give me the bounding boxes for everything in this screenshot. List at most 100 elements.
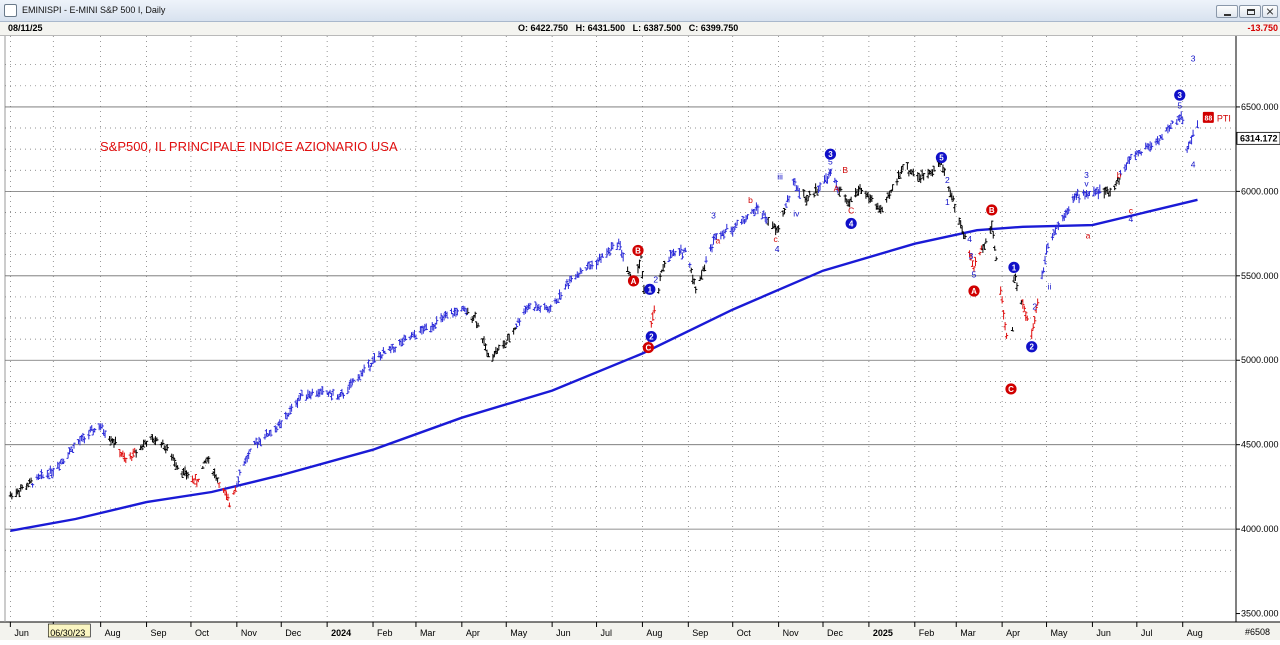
open-value: 6422.750 — [530, 23, 569, 33]
bottom-right-box: #6508 — [1237, 624, 1279, 638]
price-bar — [1013, 273, 1018, 281]
price-bar — [59, 460, 63, 465]
price-bar — [534, 301, 538, 309]
wave-marker-circle — [645, 330, 657, 343]
price-bar — [409, 332, 414, 338]
price-bar — [1025, 315, 1029, 322]
price-bar — [911, 168, 915, 177]
plot-area[interactable]: 3500.000 4000.000 4500.000 5000.000 5500.000… — [0, 36, 1280, 640]
price-bar — [901, 164, 905, 171]
price-bar — [421, 327, 425, 334]
price-bar — [849, 196, 853, 203]
wave-marker: A — [968, 285, 980, 297]
maximize-button[interactable] — [1239, 5, 1261, 18]
price-bar — [805, 194, 809, 206]
price-bar — [233, 485, 237, 492]
price-bar — [1087, 190, 1092, 197]
price-bar — [1170, 120, 1174, 125]
wave-label: a — [716, 236, 721, 246]
price-bar — [714, 233, 719, 240]
price-bar — [201, 466, 205, 469]
maximize-icon — [1247, 9, 1255, 15]
price-chart[interactable]: 3500.000 4000.000 4500.000 5000.000 5500.000… — [0, 36, 1280, 640]
price-bar — [1036, 298, 1040, 306]
price-bar — [273, 425, 277, 433]
price-bar — [140, 444, 144, 451]
wave-marker-label: 1 — [1012, 263, 1017, 272]
wave-marker: 5 — [935, 151, 948, 164]
price-bar — [756, 204, 760, 215]
price-bar — [898, 172, 902, 180]
wave-label: 4 — [1129, 214, 1134, 224]
price-bar — [680, 252, 684, 260]
price-bar — [627, 271, 631, 276]
price-bar — [248, 448, 252, 453]
price-bar — [1033, 316, 1037, 325]
wave-marker-circle — [935, 151, 948, 164]
price-bar — [815, 188, 819, 196]
time-tick-label: Jun — [14, 628, 29, 638]
price-bar — [700, 270, 704, 280]
price-bar — [1052, 229, 1056, 237]
wave-label: 5 — [972, 269, 977, 279]
price-bar — [702, 264, 707, 272]
wave-marker: 3 — [824, 148, 837, 160]
price-bar — [350, 378, 354, 386]
price-bar — [683, 247, 687, 253]
price-bar — [649, 321, 653, 328]
price-bar — [802, 189, 806, 197]
price-bar — [1129, 153, 1133, 160]
price-bar — [362, 364, 366, 373]
wave-marker: C — [1005, 383, 1017, 395]
price-bar — [82, 436, 86, 444]
price-bar — [652, 305, 656, 314]
time-tick-label: Dec — [285, 628, 302, 638]
price-bar — [590, 260, 594, 270]
price-bar — [215, 477, 220, 483]
chart-app-icon — [4, 4, 17, 17]
wave-marker-circle — [627, 275, 640, 287]
time-tick-label: Aug — [1187, 628, 1203, 638]
price-bar — [329, 393, 334, 401]
price-bar — [640, 271, 645, 279]
price-bar — [491, 353, 495, 362]
minimize-button[interactable] — [1216, 5, 1238, 18]
price-bar — [366, 359, 371, 368]
price-bar — [517, 318, 522, 326]
time-tick-label: Apr — [466, 628, 480, 638]
price-bar — [1002, 310, 1006, 320]
price-bar — [947, 186, 951, 192]
time-tick-label: 06/30/23 — [50, 628, 85, 638]
price-bar — [257, 436, 261, 445]
price-bar — [668, 249, 673, 259]
price-bar — [615, 242, 619, 251]
price-bar — [766, 217, 770, 226]
title-bar[interactable]: EMINISPI - E-MINI S&P 500 I, Daily — [0, 0, 1280, 22]
price-bar — [816, 185, 821, 194]
price-bar — [1114, 180, 1118, 187]
wave-marker: B — [632, 244, 644, 257]
price-bar — [978, 251, 982, 256]
time-tick-label: Sep — [151, 628, 167, 638]
close-button[interactable] — [1262, 5, 1278, 18]
price-bar — [972, 265, 976, 272]
price-bar — [503, 341, 507, 349]
wave-label: 4 — [775, 244, 780, 254]
price-bar — [1175, 119, 1179, 126]
price-bar — [942, 168, 946, 176]
price-bar — [50, 468, 54, 479]
price-tick-label: 6000.000 — [1241, 186, 1279, 196]
price-bar — [288, 405, 292, 415]
price-bar — [349, 378, 353, 389]
price-bar — [1071, 196, 1075, 204]
price-bar — [793, 178, 797, 187]
wave-marker: 2 — [1026, 341, 1038, 353]
current-date: 08/11/25 — [8, 23, 43, 33]
price-bar — [232, 490, 236, 495]
price-bar — [982, 243, 986, 250]
price-bar — [207, 456, 211, 464]
time-tick-label: Jun — [1096, 628, 1111, 638]
wave-label: 5 — [828, 156, 833, 166]
